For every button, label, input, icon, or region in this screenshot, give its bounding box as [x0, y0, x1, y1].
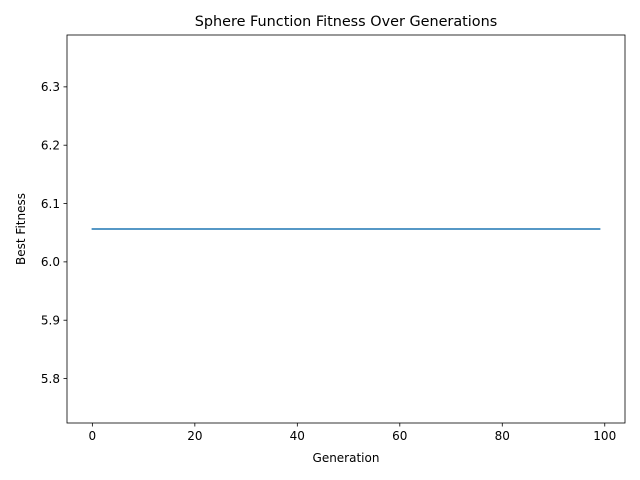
x-axis-ticks: 0 20 40 60 80 100	[89, 423, 616, 443]
x-tick-label: 40	[290, 429, 305, 443]
y-tick-label: 6.1	[41, 197, 60, 211]
y-axis-label: Best Fitness	[14, 193, 28, 265]
chart-title: Sphere Function Fitness Over Generations	[195, 14, 497, 30]
x-axis-label: Generation	[313, 451, 380, 465]
axes-frame	[66, 34, 626, 424]
x-tick-label: 100	[593, 429, 616, 443]
y-tick-label: 6.2	[41, 138, 60, 152]
y-axis-ticks: 5.8 5.9 6.0 6.1 6.2 6.3	[41, 80, 67, 386]
x-tick-label: 60	[392, 429, 407, 443]
y-tick-label: 6.0	[41, 255, 60, 269]
y-tick-label: 5.9	[41, 314, 60, 328]
y-tick-label: 6.3	[41, 80, 60, 94]
x-tick-label: 0	[89, 429, 97, 443]
x-tick-label: 80	[495, 429, 510, 443]
y-tick-label: 5.8	[41, 372, 60, 386]
x-tick-label: 20	[187, 429, 202, 443]
plot-area	[66, 34, 626, 424]
